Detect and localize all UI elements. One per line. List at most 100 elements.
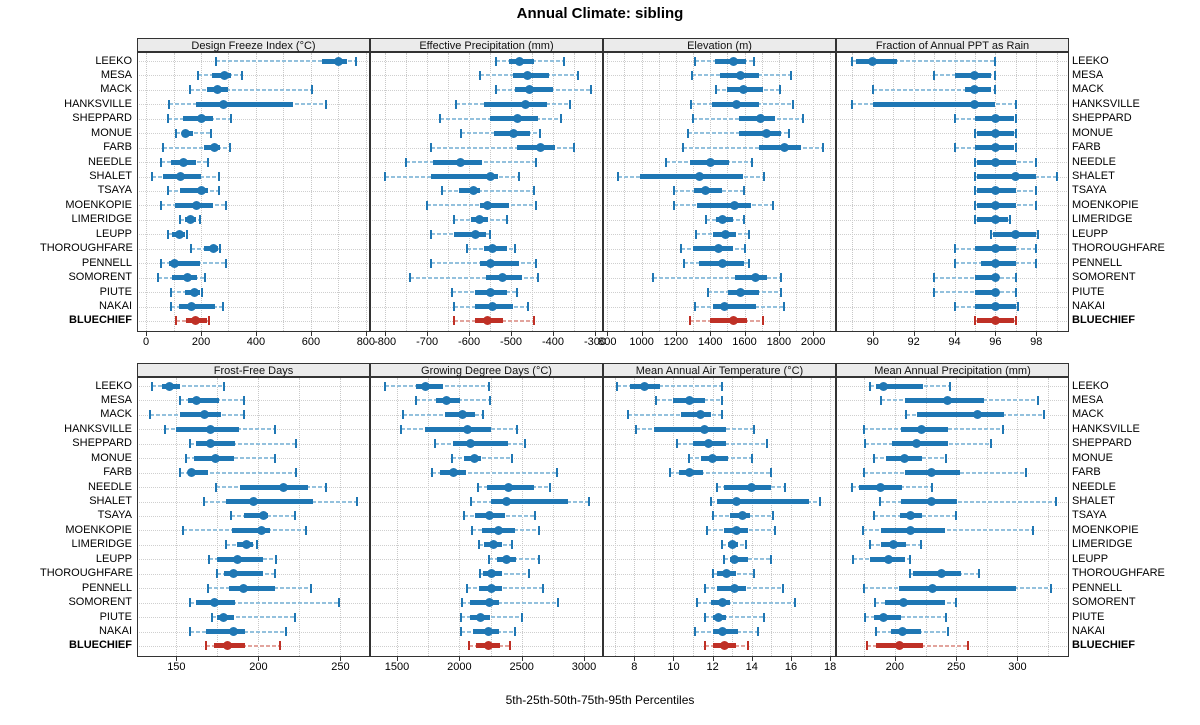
whisker-cap-high-HANKSVILLE bbox=[1014, 99, 1017, 109]
axis-caption: 5th-25th-50th-75th-95th Percentiles bbox=[505, 693, 695, 707]
whisker-cap-low-MONUE bbox=[973, 128, 976, 138]
whisker-cap-high-SHEPPARD bbox=[766, 439, 769, 449]
panel-plot-area bbox=[370, 52, 603, 332]
median-dot-PIUTE bbox=[189, 287, 199, 297]
whisker-cap-high-PIUTE bbox=[516, 287, 519, 297]
panel-strip-title: Mean Annual Air Temperature (°C) bbox=[603, 363, 836, 377]
row-gridline bbox=[372, 559, 601, 561]
whisker-cap-low-LEEKO bbox=[383, 381, 386, 391]
median-dot-MOENKOPIE bbox=[192, 200, 202, 210]
station-label-left-LEEKO: LEEKO bbox=[95, 379, 132, 392]
vertical-gridline bbox=[673, 378, 675, 656]
row-gridline bbox=[838, 631, 1067, 633]
whisker-cap-high-LEEKO bbox=[752, 56, 755, 66]
station-label-left-MONUE: MONUE bbox=[91, 126, 132, 139]
whisker-cap-high-LEUPP bbox=[537, 554, 540, 564]
whisker-cap-low-NAKAI bbox=[875, 627, 878, 637]
station-label-left-NEEDLE: NEEDLE bbox=[87, 480, 132, 493]
whisker-cap-low-PENNELL bbox=[703, 583, 706, 593]
median-dot-BLUECHIEF bbox=[728, 316, 738, 326]
whisker-cap-low-MACK bbox=[495, 85, 498, 95]
axis-tick bbox=[459, 657, 461, 661]
median-dot-MESA bbox=[523, 70, 533, 80]
median-dot-SHALET bbox=[1011, 172, 1021, 182]
whisker-cap-high-SHEPPARD bbox=[560, 114, 563, 124]
whisker-cap-high-NAKAI bbox=[513, 627, 516, 637]
whisker-cap-high-SHEPPARD bbox=[230, 114, 233, 124]
whisker-line-PIUTE bbox=[212, 616, 295, 619]
station-label-left-MACK: MACK bbox=[100, 83, 132, 96]
panel-strip-title: Growing Degree Days (°C) bbox=[370, 363, 603, 377]
whisker-cap-high-SHALET bbox=[819, 497, 822, 507]
median-dot-SHEPPARD bbox=[512, 114, 522, 124]
whisker-cap-low-BLUECHIEF bbox=[973, 316, 976, 326]
station-label-right-SOMORENT: SOMORENT bbox=[1072, 596, 1136, 609]
axis-tick-label: 250 bbox=[331, 661, 350, 673]
axis-tick-label: 90 bbox=[866, 336, 879, 348]
row-gridline bbox=[139, 190, 368, 192]
whisker-cap-high-SHEPPARD bbox=[295, 439, 298, 449]
whisker-cap-high-THOROUGHFARE bbox=[527, 569, 530, 579]
median-dot-NEEDLE bbox=[504, 482, 514, 492]
whisker-cap-high-MOENKOPIE bbox=[1032, 525, 1035, 535]
median-dot-MOENKOPIE bbox=[729, 200, 739, 210]
whisker-cap-low-LEEKO bbox=[869, 381, 872, 391]
whisker-cap-low-LEUPP bbox=[430, 229, 433, 239]
vertical-gridline bbox=[744, 53, 746, 331]
median-dot-MOENKOPIE bbox=[906, 525, 916, 535]
axis-tick-label: 2500 bbox=[509, 661, 534, 673]
whisker-cap-high-SOMORENT bbox=[793, 598, 796, 608]
whisker-cap-high-BLUECHIEF bbox=[1014, 316, 1017, 326]
whisker-line-FARB bbox=[682, 146, 823, 149]
whisker-cap-low-MESA bbox=[880, 395, 883, 405]
whisker-cap-high-PENNELL bbox=[535, 258, 538, 268]
whisker-cap-low-TSAYA bbox=[229, 511, 232, 521]
row-gridline bbox=[838, 234, 1067, 236]
whisker-cap-low-PIUTE bbox=[169, 287, 172, 297]
whisker-cap-high-MESA bbox=[577, 70, 580, 80]
whisker-cap-low-NEEDLE bbox=[973, 157, 976, 167]
axis-tick bbox=[340, 657, 342, 661]
whisker-cap-low-SHEPPARD bbox=[188, 439, 191, 449]
panel-strip-title: Frost-Free Days bbox=[137, 363, 370, 377]
median-dot-MACK bbox=[199, 410, 209, 420]
median-dot-MOENKOPIE bbox=[483, 200, 493, 210]
whisker-line-SOMORENT bbox=[696, 601, 795, 604]
median-dot-LIMERIDGE bbox=[488, 540, 498, 550]
vertical-gridline bbox=[864, 378, 866, 656]
whisker-cap-low-THOROUGHFARE bbox=[953, 244, 956, 254]
whisker-cap-low-MACK bbox=[149, 410, 152, 420]
whisker-cap-high-PENNELL bbox=[1049, 583, 1052, 593]
axis-tick bbox=[995, 332, 997, 336]
whisker-cap-high-PENNELL bbox=[541, 583, 544, 593]
row-gridline bbox=[838, 458, 1067, 460]
whisker-cap-high-PIUTE bbox=[762, 612, 765, 622]
whisker-line-MACK bbox=[190, 88, 313, 91]
whisker-cap-high-SOMORENT bbox=[537, 273, 540, 283]
station-label-left-PIUTE: PIUTE bbox=[99, 285, 132, 298]
iqr-bar-HANKSVILLE bbox=[425, 426, 491, 432]
panel-strip-title: Fraction of Annual PPT as Rain bbox=[836, 38, 1069, 52]
whisker-line-FARB bbox=[431, 146, 575, 149]
vertical-gridline bbox=[830, 378, 832, 656]
vertical-gridline bbox=[228, 53, 230, 331]
iqr-bar-MESA bbox=[187, 397, 220, 403]
whisker-cap-high-FARB bbox=[821, 143, 824, 153]
whisker-cap-low-LEUPP bbox=[208, 554, 211, 564]
station-label-right-NEEDLE: NEEDLE bbox=[1072, 480, 1117, 493]
whisker-cap-low-MESA bbox=[654, 395, 657, 405]
whisker-cap-high-LEEKO bbox=[994, 56, 997, 66]
median-dot-MONUE bbox=[469, 453, 479, 463]
whisker-cap-low-LEEKO bbox=[495, 56, 498, 66]
whisker-cap-low-LEEKO bbox=[615, 381, 618, 391]
whisker-line-LEEKO bbox=[616, 385, 723, 387]
median-dot-TSAYA bbox=[196, 186, 206, 196]
median-dot-MACK bbox=[970, 85, 980, 95]
whisker-cap-low-HANKSVILLE bbox=[851, 99, 854, 109]
station-label-right-FARB: FARB bbox=[1072, 466, 1101, 479]
whisker-cap-low-PENNELL bbox=[206, 583, 209, 593]
vertical-gridline bbox=[778, 53, 780, 331]
median-dot-PENNELL bbox=[990, 258, 1000, 268]
median-dot-TSAYA bbox=[906, 511, 916, 521]
median-dot-SOMORENT bbox=[898, 598, 908, 608]
